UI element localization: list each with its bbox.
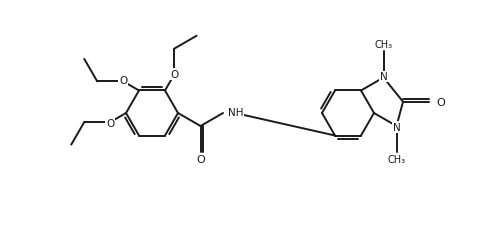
Text: NH: NH	[228, 108, 244, 118]
Text: CH₃: CH₃	[374, 40, 393, 50]
Text: O: O	[119, 76, 127, 86]
Text: N: N	[380, 72, 388, 82]
Text: N: N	[393, 122, 400, 132]
Text: O: O	[170, 70, 178, 79]
Text: O: O	[106, 119, 114, 128]
Text: CH₃: CH₃	[388, 154, 405, 164]
Text: O: O	[196, 154, 205, 164]
Text: O: O	[436, 97, 445, 107]
